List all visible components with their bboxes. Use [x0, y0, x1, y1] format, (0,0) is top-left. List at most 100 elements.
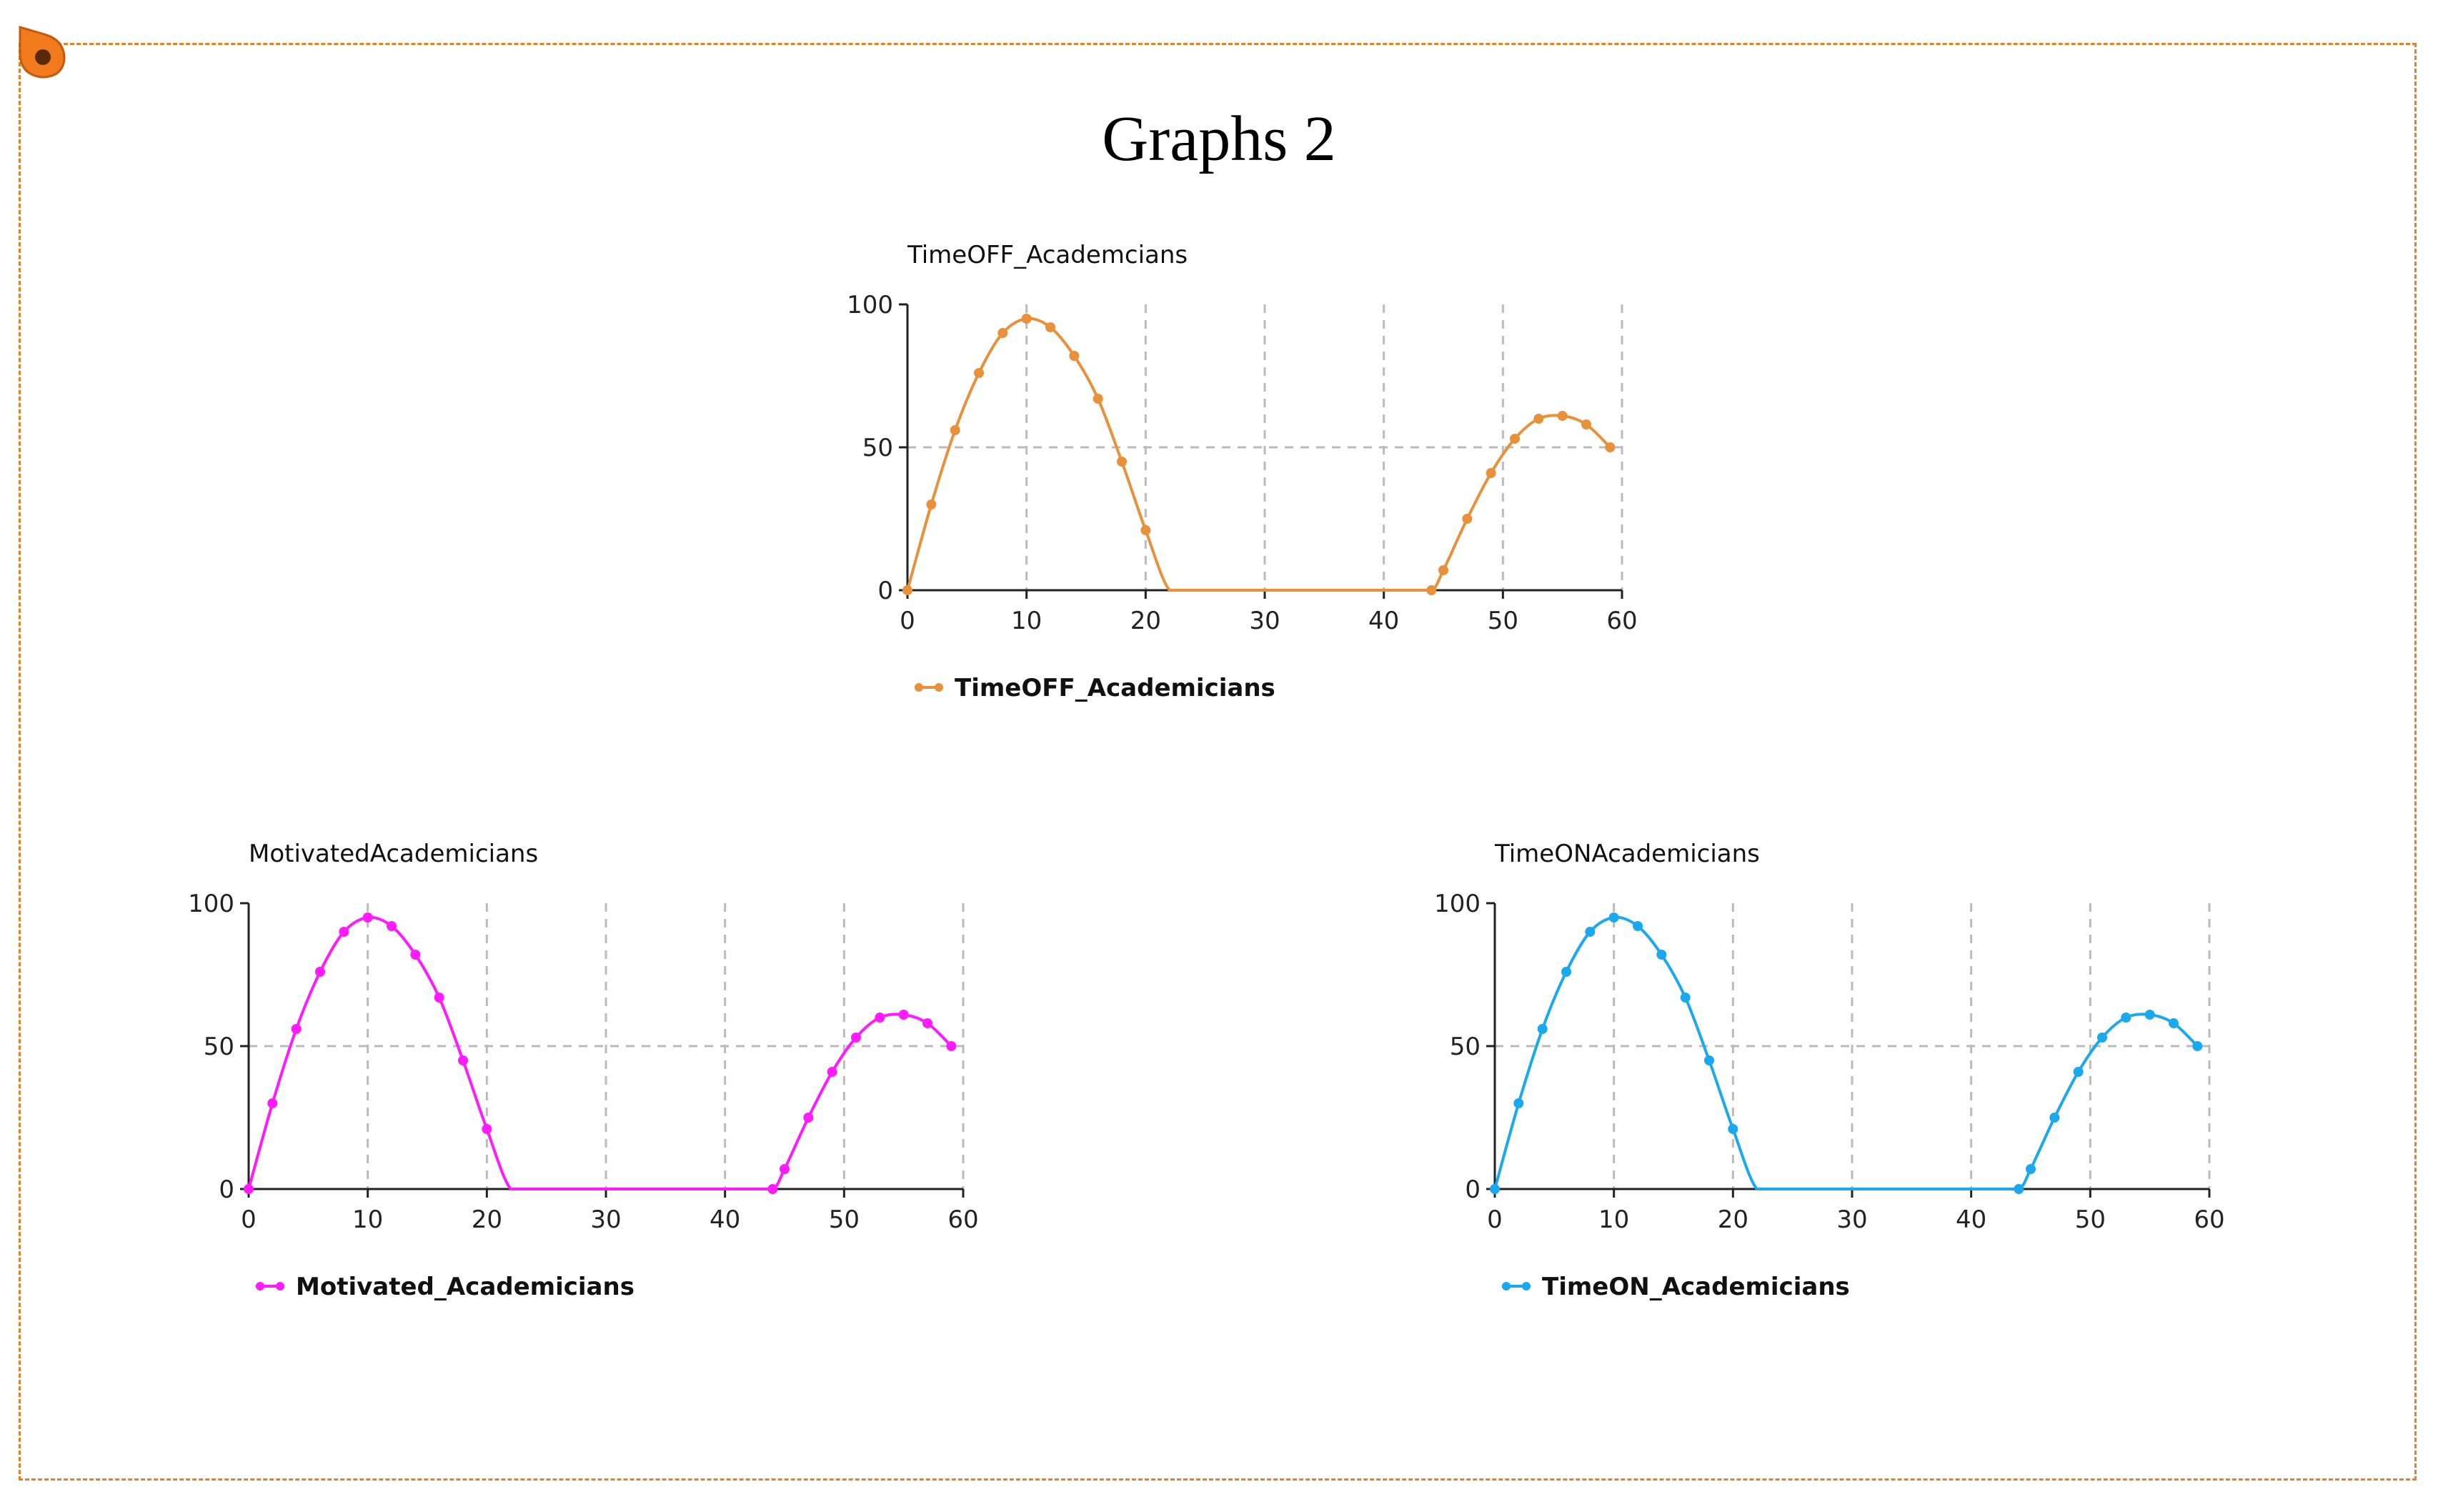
y-tick-label: 0	[877, 577, 893, 605]
data-point	[267, 1098, 278, 1108]
y-tick-label: 0	[219, 1175, 234, 1204]
legend-swatch-dot	[1522, 1282, 1531, 1290]
x-tick-label: 30	[1836, 1205, 1867, 1234]
data-point	[922, 1018, 932, 1028]
page-title: Graphs 2	[1102, 104, 1336, 174]
data-point	[458, 1055, 468, 1065]
data-point	[1704, 1055, 1714, 1065]
x-tick-label: 10	[352, 1205, 383, 1234]
chart-title: MotivatedAcademicians	[249, 840, 538, 868]
data-point	[244, 1184, 254, 1194]
y-tick-label: 50	[862, 434, 893, 462]
data-point	[926, 499, 937, 509]
legend-swatch-dot	[1502, 1282, 1511, 1290]
data-point	[1537, 1024, 1548, 1034]
legend-swatch-dot	[276, 1282, 284, 1290]
chart-timeoff: TimeOFF_Academcians 0 10 20 30 40 50 60 0 50 100 Ti…	[843, 214, 1701, 743]
data-point	[1021, 314, 1032, 324]
chart-timeon-svg: TimeONAcademicians 0 10 20 30 40 50 60 0 50 100 Tim…	[1434, 840, 2225, 1301]
chart-motivated: MotivatedAcademicians 0 10 20 30 40 50 60 0 50 100…	[184, 813, 1042, 1342]
data-point	[1533, 414, 1544, 424]
data-point	[827, 1067, 837, 1077]
data-point	[898, 1010, 909, 1020]
data-point	[2097, 1033, 2107, 1043]
data-point	[767, 1184, 778, 1194]
data-point	[2026, 1164, 2036, 1174]
data-point	[362, 912, 373, 922]
x-tick-label: 50	[2075, 1205, 2106, 1234]
x-tick-label: 20	[472, 1205, 502, 1234]
x-tick-label: 60	[1606, 607, 1637, 635]
data-point	[1680, 993, 1691, 1003]
legend-label[interactable]: TimeON_Academicians	[1542, 1273, 1850, 1301]
data-point	[950, 425, 960, 435]
x-tick-label: 30	[1249, 607, 1280, 635]
data-point	[875, 1013, 885, 1023]
x-tick-label: 0	[1487, 1205, 1503, 1234]
x-tick-label: 10	[1598, 1205, 1629, 1234]
data-point	[1140, 525, 1151, 535]
x-tick-label: 60	[947, 1205, 978, 1234]
data-point	[1656, 950, 1667, 960]
data-point	[2073, 1067, 2084, 1077]
y-tick-label: 50	[1450, 1033, 1481, 1061]
x-tick-label: 40	[710, 1205, 740, 1234]
data-point	[902, 585, 912, 595]
data-point	[1426, 585, 1437, 595]
x-tick-label: 60	[2194, 1205, 2224, 1234]
data-point	[291, 1024, 302, 1034]
data-point	[803, 1113, 814, 1123]
data-point	[2049, 1113, 2060, 1123]
data-point	[1513, 1098, 1524, 1108]
x-tick-label: 50	[1488, 607, 1518, 635]
chart-title: TimeONAcademicians	[1494, 840, 1760, 868]
data-point	[1510, 434, 1520, 444]
data-point	[1045, 322, 1055, 332]
data-point	[1438, 565, 1448, 575]
series-line	[906, 317, 1611, 592]
data-point	[1486, 468, 1496, 478]
y-tick-label: 50	[204, 1033, 234, 1061]
data-point	[1117, 457, 1127, 467]
data-point	[2121, 1013, 2131, 1023]
data-point	[2169, 1018, 2179, 1028]
chart-timeoff-svg: TimeOFF_Academcians 0 10 20 30 40 50 60 0 50 100 Ti…	[847, 241, 1638, 702]
data-point	[434, 993, 444, 1003]
graph-frame	[19, 43, 2417, 1481]
data-point	[1069, 351, 1080, 361]
x-tick-label: 30	[590, 1205, 621, 1234]
data-point	[1462, 514, 1473, 524]
data-point	[1585, 927, 1596, 937]
y-tick-label: 100	[1434, 890, 1481, 918]
x-tick-label: 50	[829, 1205, 860, 1234]
data-point	[780, 1164, 790, 1174]
data-point	[410, 950, 421, 960]
series-line	[247, 915, 952, 1190]
y-tick-label: 100	[847, 291, 893, 319]
chart-motivated-svg: MotivatedAcademicians 0 10 20 30 40 50 60 0 50 100…	[188, 840, 979, 1301]
legend-label[interactable]: TimeOFF_Academicians	[955, 674, 1275, 702]
legend-swatch-dot	[915, 683, 923, 692]
x-tick-label: 20	[1130, 607, 1161, 635]
data-point	[851, 1033, 861, 1043]
data-point	[1490, 1184, 1500, 1194]
series-line	[1493, 915, 2199, 1190]
data-point	[1605, 442, 1616, 452]
x-tick-label: 20	[1718, 1205, 1748, 1234]
data-point	[1728, 1124, 1738, 1134]
data-point	[946, 1041, 957, 1051]
data-point	[2014, 1184, 2024, 1194]
data-point	[482, 1124, 492, 1134]
data-point	[1608, 912, 1619, 922]
legend-label[interactable]: Motivated_Academicians	[296, 1273, 635, 1301]
data-point	[997, 328, 1008, 338]
data-point	[2144, 1010, 2155, 1020]
legend-swatch-dot	[256, 1282, 264, 1290]
legend-swatch-dot	[935, 683, 943, 692]
data-point	[2192, 1041, 2203, 1051]
x-tick-label: 10	[1011, 607, 1042, 635]
data-point	[1557, 411, 1568, 421]
x-tick-label: 0	[900, 607, 915, 635]
frame-handle-icon[interactable]	[16, 24, 70, 96]
data-point	[339, 927, 349, 937]
